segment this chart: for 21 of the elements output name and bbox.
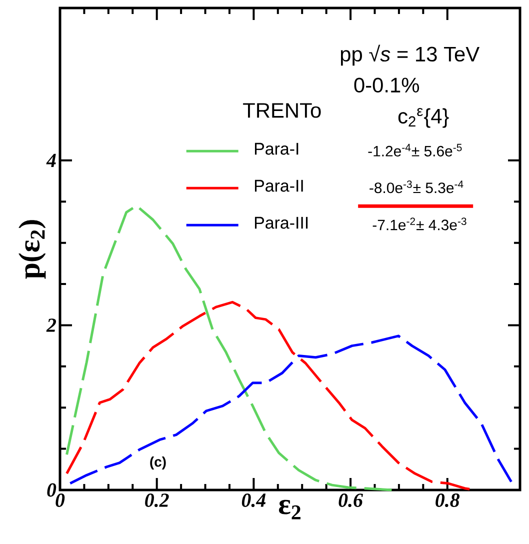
annotation: pp √s = 13 TeV	[340, 44, 480, 66]
annotation: -7.1e$^{-2}$± 4.3e$^{-3}$	[372, 218, 466, 230]
y-axis-title: p(ε$_{2}$)	[18, 220, 46, 279]
legend-label: Para-II	[254, 180, 303, 192]
y-tick-label: 0	[47, 483, 56, 497]
x-tick-label: 0.2	[145, 494, 169, 508]
legend-label: Para-III	[254, 216, 308, 229]
annotation: (c)	[150, 456, 166, 470]
legend-title: TRENTo	[243, 103, 321, 118]
annotation: -8.0e$^{-3}$± 5.3e$^{-4}$	[370, 180, 464, 194]
x-tick-label: 0.6	[338, 494, 363, 508]
x-axis-title: ε$_{2}$	[278, 500, 300, 520]
annotation: 0-0.1%	[354, 78, 419, 93]
y-tick-label: 4	[46, 154, 56, 167]
legend-label: Para-I	[254, 142, 298, 155]
y-tick-label: 2	[46, 318, 56, 332]
annotation: -1.2e$^{-4}$± 5.6e$^{-5}$	[368, 144, 462, 156]
x-tick-label: 0.4	[242, 494, 266, 508]
x-tick-label: 0	[56, 494, 65, 507]
annotation: c$_{2}$$^{ε}${4}	[398, 108, 449, 128]
x-tick-label: 0.8	[436, 494, 460, 508]
